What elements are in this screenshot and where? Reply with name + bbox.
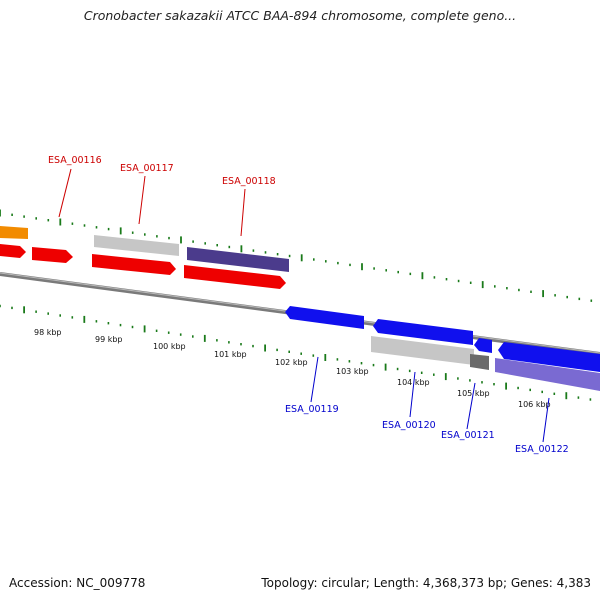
reverse-genes	[285, 306, 600, 391]
gene-red-1[interactable]	[0, 244, 26, 258]
scale-label: 106 kbp	[518, 400, 551, 409]
scale-label: 99 kbp	[95, 335, 123, 344]
scale-label: 98 kbp	[34, 328, 62, 337]
gene-orange[interactable]	[0, 226, 28, 239]
gene-red-2[interactable]	[32, 247, 73, 263]
gene-label-esa-00122[interactable]: ESA_00122	[515, 444, 569, 455]
gene-label-esa-00116[interactable]: ESA_00116	[48, 155, 102, 166]
forward-genes	[0, 226, 289, 289]
genome-title: Cronobacter sakazakii ATCC BAA-894 chrom…	[83, 8, 517, 23]
scale-label: 103 kbp	[336, 367, 369, 376]
gene-gray-esa-00117[interactable]	[94, 235, 179, 256]
forward-gene-labels: ESA_00116 ESA_00117 ESA_00118	[48, 155, 276, 237]
gene-gray-esa-00120[interactable]	[371, 336, 474, 365]
tick-track-bottom	[0, 304, 592, 401]
scale-labels: 98 kbp 99 kbp 100 kbp 101 kbp 102 kbp 10…	[34, 328, 551, 409]
gene-red-esa-00117[interactable]	[92, 254, 176, 275]
gene-red-esa-00118[interactable]	[184, 265, 286, 289]
callout-line	[310, 356, 319, 403]
scale-label: 102 kbp	[275, 358, 308, 367]
gene-darkgray-esa-00121[interactable]	[470, 354, 489, 370]
accession-text: Accession: NC_009778	[9, 576, 146, 590]
gene-label-esa-00121[interactable]: ESA_00121	[441, 430, 495, 441]
gene-label-esa-00119[interactable]: ESA_00119	[285, 404, 339, 415]
callout-line	[542, 397, 550, 443]
gene-blue-esa-00120[interactable]	[373, 319, 473, 345]
callout-line	[138, 175, 146, 225]
callout-line	[58, 168, 72, 218]
gene-lavender-esa-00122[interactable]	[495, 358, 600, 391]
callout-line	[409, 371, 416, 418]
gene-label-esa-00120[interactable]: ESA_00120	[382, 420, 436, 431]
gene-blue-esa-00122[interactable]	[498, 342, 600, 372]
reverse-gene-labels: ESA_00119 ESA_00120 ESA_00121 ESA_00122	[285, 356, 569, 455]
callout-line	[240, 188, 246, 237]
gene-blue-esa-00119[interactable]	[285, 306, 364, 329]
tick-track-top	[0, 209, 593, 302]
gene-slate-esa-00118[interactable]	[187, 247, 289, 272]
scale-label: 104 kbp	[397, 378, 430, 387]
scale-label: 100 kbp	[153, 342, 186, 351]
callout-line	[466, 382, 476, 430]
topology-text: Topology: circular; Length: 4,368,373 bp…	[261, 576, 591, 590]
gene-label-esa-00117[interactable]: ESA_00117	[120, 163, 174, 174]
scale-label: 101 kbp	[214, 350, 247, 359]
gene-blue-esa-00121[interactable]	[474, 338, 492, 353]
gene-label-esa-00118[interactable]: ESA_00118	[222, 176, 276, 187]
